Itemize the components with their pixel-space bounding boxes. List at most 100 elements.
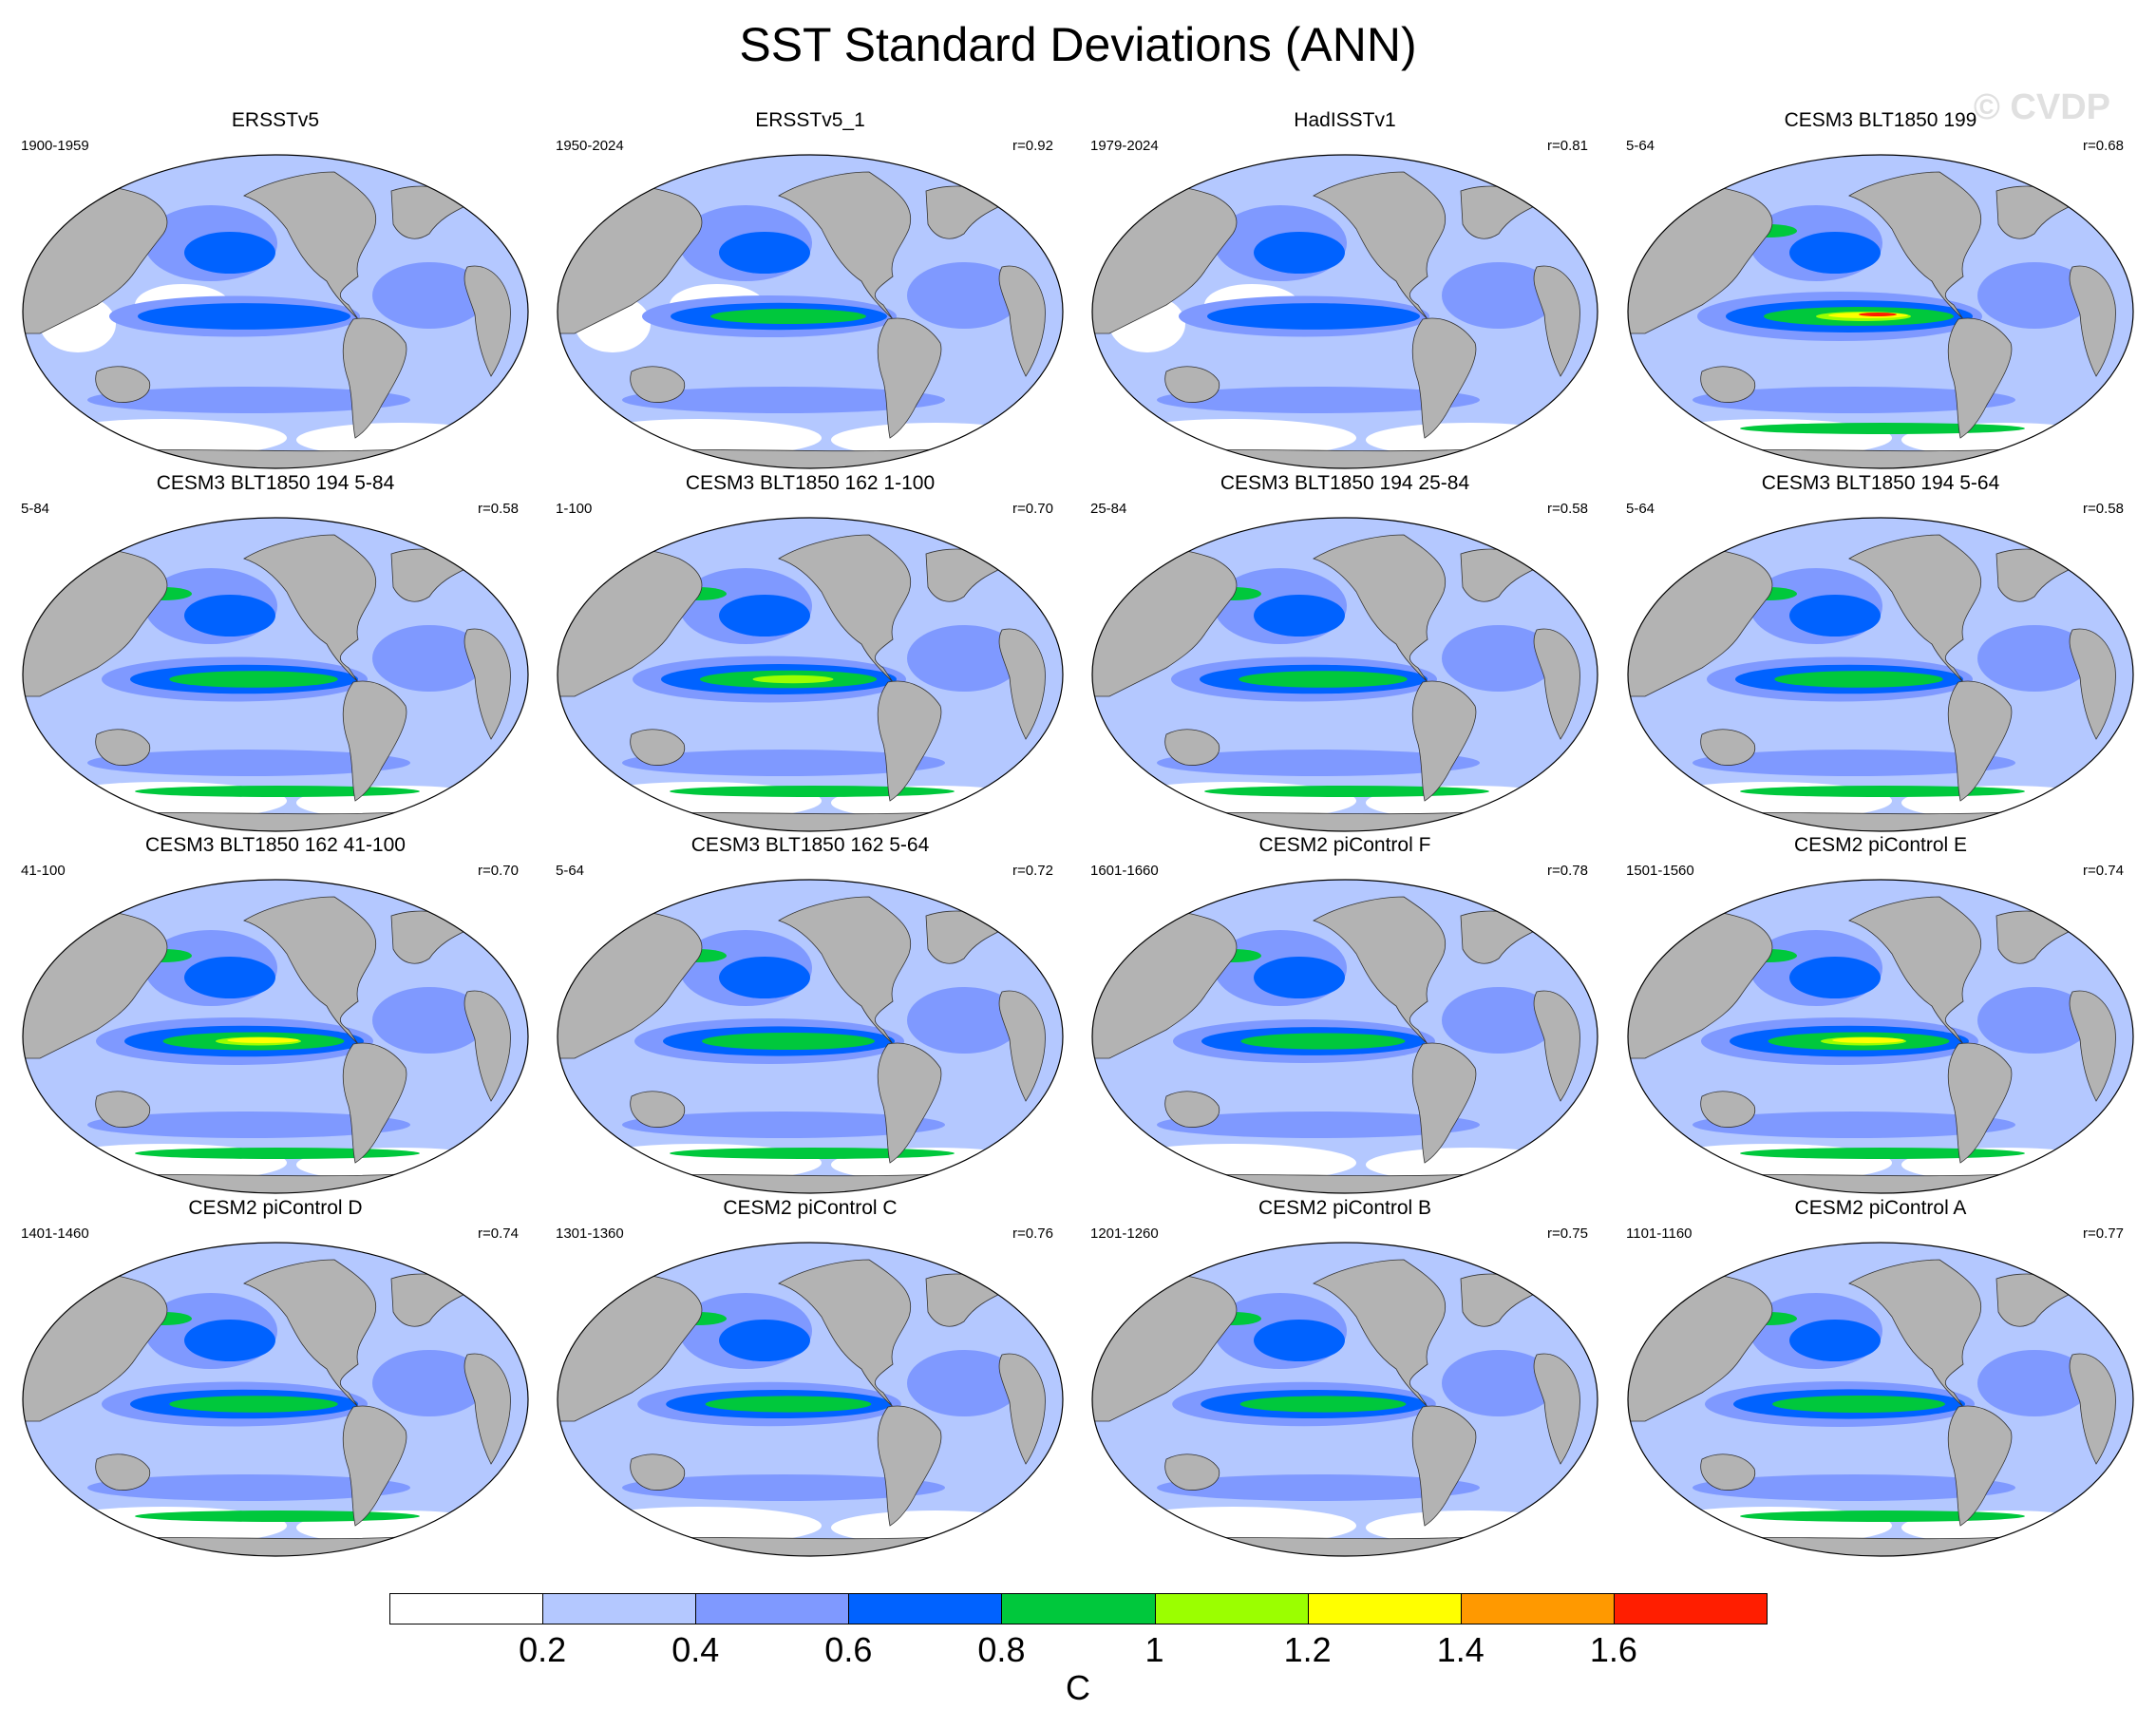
land-mass <box>23 1173 528 1193</box>
land-mass <box>877 1405 942 1527</box>
world-map <box>22 517 529 832</box>
land-mass <box>2069 1353 2116 1465</box>
land-mass <box>1313 896 1446 1045</box>
land-mass <box>1533 265 1580 377</box>
land-mass <box>778 534 911 683</box>
panel-title: CESM3 BLT1850 162 5-64 <box>690 834 930 856</box>
land-mass <box>463 1353 511 1465</box>
land-mass <box>243 171 376 320</box>
enso-region <box>705 1396 872 1413</box>
land-mass <box>998 990 1046 1102</box>
land-mass <box>1947 317 2013 439</box>
world-map <box>557 1242 1064 1557</box>
land-mass <box>1164 1091 1220 1128</box>
panel-period: 5-64 <box>556 863 585 879</box>
panel-period: 5-84 <box>21 501 50 517</box>
land-mass <box>1411 317 1477 439</box>
panel-correlation: r=0.78 <box>1547 863 1588 879</box>
panel-title: ERSSTv5_1 <box>755 109 865 131</box>
variance-area <box>87 750 410 776</box>
map-panel: CESM2 piControl F 1601-1660 r=0.78 <box>1077 834 1613 1205</box>
land-mass <box>342 317 407 439</box>
panel-correlation: r=0.92 <box>1012 138 1053 154</box>
watermark: © CVDP <box>1973 87 2110 127</box>
variance-area <box>622 1112 945 1138</box>
map-panel: CESM2 piControl D 1401-1460 r=0.74 <box>8 1197 543 1568</box>
land-mass <box>998 628 1046 740</box>
land-mass <box>1947 1405 2013 1527</box>
panel-period: 1601-1660 <box>1090 863 1159 879</box>
map-outline <box>1091 517 1598 832</box>
panel-title: CESM2 piControl A <box>1794 1197 1967 1219</box>
enso-region <box>227 1037 299 1043</box>
variance-area <box>1977 1350 2091 1416</box>
colorbar-segment <box>695 1593 850 1624</box>
land-mass <box>630 1091 686 1128</box>
southern-ocean-band <box>135 1510 420 1522</box>
land-mass <box>342 680 407 802</box>
variance-area <box>372 625 486 692</box>
variance-area <box>87 1474 410 1501</box>
page-title: SST Standard Deviations (ANN) <box>739 18 1417 71</box>
panel-title: CESM3 BLT1850 194 5-64 <box>1761 472 2000 494</box>
land-mass <box>1848 896 1981 1045</box>
land-mass <box>558 811 1063 831</box>
colorbar-tick-label: 1 <box>1144 1630 1164 1669</box>
colorbar-segment <box>389 1593 544 1624</box>
variance-area <box>184 595 275 636</box>
variance-area <box>87 1112 410 1138</box>
world-map <box>1091 154 1598 469</box>
land-mass <box>1313 534 1446 683</box>
variance-area <box>1789 1320 1881 1361</box>
land-mass <box>1411 680 1477 802</box>
colorbar-segment <box>1001 1593 1156 1624</box>
panel-period: 1401-1460 <box>21 1226 89 1242</box>
land-mass <box>1947 1042 2013 1164</box>
variance-area <box>907 1350 1021 1416</box>
land-mass <box>1700 1454 1756 1491</box>
map-panel: CESM2 piControl C 1301-1360 r=0.76 <box>542 1197 1078 1568</box>
land-mass <box>23 448 528 468</box>
map-outline <box>22 1242 529 1557</box>
land-mass <box>1092 1173 1598 1193</box>
enso-region <box>710 309 866 324</box>
southern-ocean-band <box>135 1148 420 1159</box>
variance-area <box>907 987 1021 1054</box>
land-mass <box>558 1173 1063 1193</box>
map-panel: CESM3 BLT1850 162 1-100 1-100 r=0.70 <box>542 472 1078 843</box>
colorbar-segment <box>1460 1593 1615 1624</box>
land-mass <box>998 265 1046 377</box>
panel-correlation: r=0.76 <box>1012 1226 1053 1242</box>
land-mass <box>1628 448 2133 468</box>
world-map <box>557 879 1064 1194</box>
enso-region <box>1772 1396 1945 1413</box>
world-map <box>1627 879 2134 1194</box>
variance-area <box>1693 1112 2015 1138</box>
panel-title: CESM2 piControl B <box>1258 1197 1432 1219</box>
panel-correlation: r=0.74 <box>2083 863 2124 879</box>
land-mass <box>1092 811 1598 831</box>
world-map <box>22 1242 529 1557</box>
land-mass <box>95 1091 151 1128</box>
land-mass <box>558 1536 1063 1556</box>
world-map <box>22 879 529 1194</box>
map-panel: ERSSTv5 1900-1959 <box>8 109 543 480</box>
land-mass <box>778 896 911 1045</box>
enso-region <box>752 674 834 684</box>
land-mass <box>463 628 511 740</box>
panel-period: 5-64 <box>1626 138 1655 154</box>
variance-area <box>719 595 810 636</box>
panel-correlation: r=0.75 <box>1547 1226 1588 1242</box>
land-mass <box>2069 990 2116 1102</box>
panel-period: 1950-2024 <box>556 138 624 154</box>
land-mass <box>95 729 151 766</box>
variance-area <box>87 387 410 413</box>
map-outline <box>1091 154 1598 469</box>
land-mass <box>95 366 151 403</box>
land-mass <box>1700 729 1756 766</box>
variance-area <box>1789 595 1881 636</box>
panel-title: CESM2 piControl C <box>723 1197 898 1219</box>
variance-area <box>1157 750 1480 776</box>
map-panel: CESM3 BLT1850 199 5-64 r=0.68 <box>1613 109 2148 480</box>
land-mass <box>1700 1091 1756 1128</box>
